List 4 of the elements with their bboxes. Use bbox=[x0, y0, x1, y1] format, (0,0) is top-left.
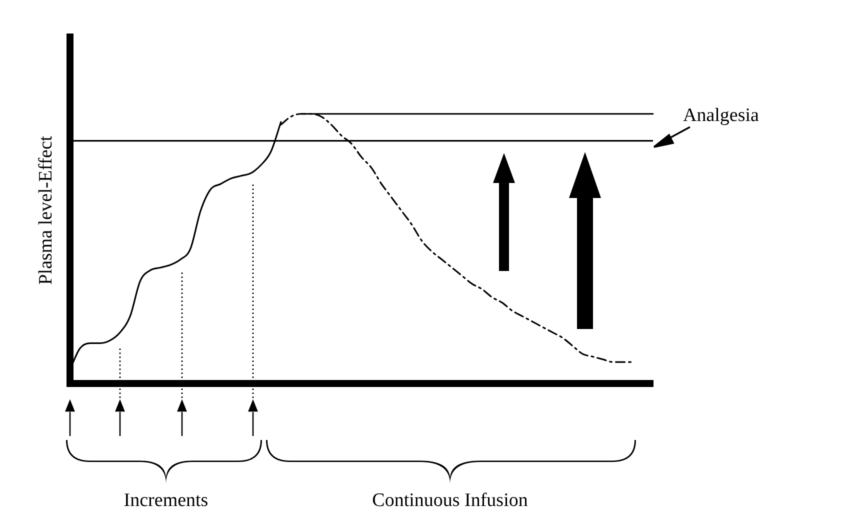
ref-line-label: Analgesia bbox=[683, 104, 760, 126]
text: Continuous Infusion bbox=[372, 490, 528, 512]
text: Increments bbox=[124, 490, 208, 512]
y-axis-title: Plasma level-Effect bbox=[35, 135, 56, 285]
